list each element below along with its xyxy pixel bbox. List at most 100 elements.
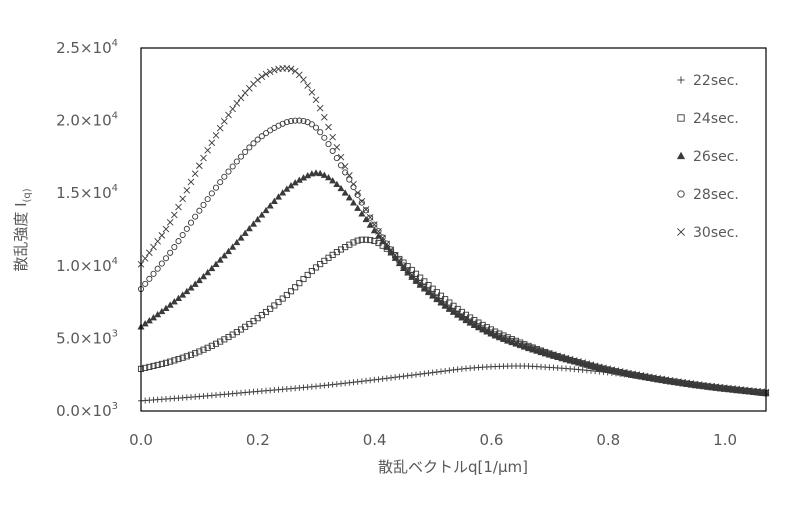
data-point <box>183 287 191 295</box>
data-point <box>150 362 157 369</box>
data-point <box>224 247 233 255</box>
data-point <box>142 280 149 287</box>
data-point <box>337 153 345 161</box>
data-point <box>308 121 315 128</box>
data-point <box>508 337 516 345</box>
data-point <box>346 379 353 386</box>
data-point <box>379 375 386 382</box>
legend-label: 26sec. <box>693 149 739 165</box>
legend-label: 24sec. <box>693 111 739 127</box>
data-point <box>437 298 445 305</box>
data-point <box>241 229 249 236</box>
data-point <box>346 172 353 179</box>
data-point <box>317 129 324 136</box>
data-point <box>341 189 349 196</box>
data-point <box>141 320 149 327</box>
data-point <box>154 265 161 272</box>
data-point <box>304 271 311 278</box>
data-point <box>525 343 532 351</box>
data-point <box>195 276 203 284</box>
x-tick-label: 0.0 <box>129 431 153 449</box>
data-point <box>170 298 178 305</box>
y-tick-label: 1.0×104 <box>56 256 118 275</box>
data-point <box>454 310 461 317</box>
data-point <box>446 304 453 311</box>
data-point <box>316 104 324 112</box>
legend-item: 22sec. <box>677 73 739 89</box>
data-points <box>137 65 770 404</box>
data-point <box>283 65 291 72</box>
data-point <box>254 215 262 223</box>
data-point <box>237 153 245 160</box>
data-point <box>350 184 357 191</box>
data-point <box>400 262 407 269</box>
data-point <box>354 237 361 244</box>
data-point <box>346 176 353 183</box>
data-point <box>174 294 183 302</box>
x-axis-title: 散乱ベクトルq[1/μm] <box>378 458 528 476</box>
legend-item: 30sec. <box>677 225 739 241</box>
data-point <box>279 295 286 302</box>
data-point <box>320 171 328 178</box>
data-point <box>220 252 228 259</box>
data-point <box>267 305 274 312</box>
data-point <box>312 124 320 131</box>
data-point <box>358 236 365 243</box>
data-point <box>471 320 478 328</box>
data-point <box>375 228 382 235</box>
data-point <box>192 350 199 357</box>
data-point <box>333 143 341 151</box>
data-point <box>183 225 190 232</box>
data-point <box>266 202 274 209</box>
data-point <box>546 350 553 357</box>
data-point <box>333 155 340 162</box>
legend-label: 28sec. <box>693 187 739 203</box>
data-point <box>292 284 299 291</box>
data-point <box>258 73 266 81</box>
data-point <box>354 204 362 211</box>
data-point <box>308 268 315 275</box>
data-point <box>208 264 216 272</box>
data-point <box>317 261 324 268</box>
data-point <box>354 189 361 197</box>
data-point <box>296 71 303 79</box>
data-point <box>329 177 337 184</box>
data-point <box>446 367 453 374</box>
data-point <box>537 347 545 355</box>
data-point <box>354 191 361 198</box>
data-point <box>479 324 486 332</box>
data-point <box>400 373 407 380</box>
data-point <box>196 348 203 355</box>
data-point <box>371 221 378 228</box>
data-point <box>217 179 224 186</box>
data-point <box>158 260 165 267</box>
data-point <box>371 376 378 383</box>
data-point <box>316 169 324 177</box>
data-point <box>145 317 153 324</box>
data-point <box>221 173 228 180</box>
x-tick-label: 1.0 <box>713 431 737 449</box>
data-point <box>396 257 403 264</box>
data-point <box>396 257 403 264</box>
data-point <box>337 184 345 192</box>
data-point <box>279 189 287 196</box>
data-point <box>533 346 541 353</box>
y-axis-title: 散乱強度 I(q) <box>12 188 33 271</box>
data-point <box>300 275 307 283</box>
data-point <box>167 358 174 365</box>
data-point <box>154 238 161 245</box>
data-point <box>262 70 270 78</box>
data-point <box>187 178 195 186</box>
data-point <box>312 264 320 271</box>
data-point <box>300 76 307 83</box>
data-point <box>333 180 341 188</box>
data-point <box>487 329 495 336</box>
data-point <box>271 302 278 309</box>
data-point <box>541 348 549 356</box>
data-point <box>349 199 358 206</box>
data-point <box>150 270 157 277</box>
data-point <box>371 221 378 228</box>
x-tick-label: 0.6 <box>480 431 504 449</box>
y-tick-label: 0.0×103 <box>56 401 118 420</box>
data-point <box>379 234 386 242</box>
